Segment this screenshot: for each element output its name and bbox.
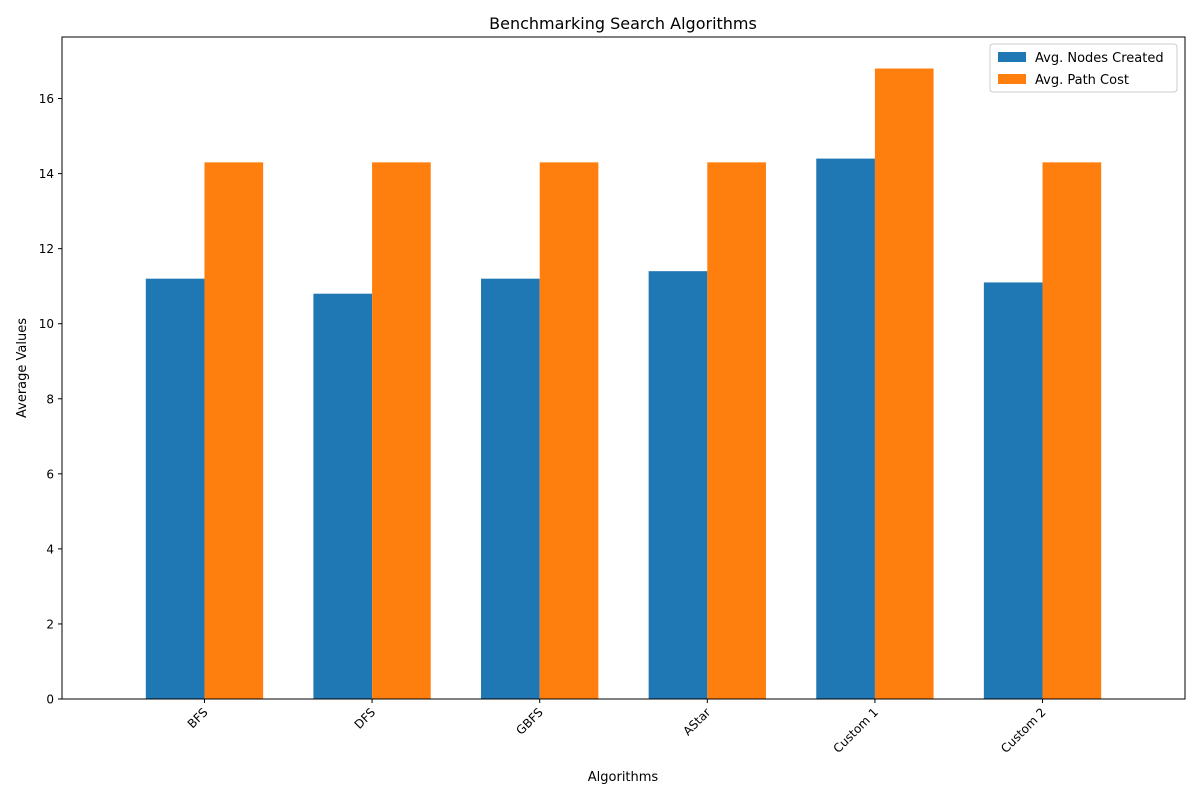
legend-label: Avg. Path Cost xyxy=(1035,73,1129,88)
legend-swatch xyxy=(998,52,1026,62)
y-axis-label: Average Values xyxy=(15,318,30,418)
x-tick-label: Custom 1 xyxy=(831,705,882,756)
y-tick-label: 14 xyxy=(39,167,54,181)
legend-swatch xyxy=(998,74,1026,84)
legend-frame xyxy=(989,43,1178,93)
bar-nodes-created-custom-1 xyxy=(816,158,875,699)
x-tick-label: DFS xyxy=(352,705,379,732)
bar-nodes-created-custom-2 xyxy=(983,282,1043,699)
bar-path-cost-bfs xyxy=(204,162,264,699)
y-tick-label: 12 xyxy=(39,242,54,256)
x-tick-label: Custom 2 xyxy=(998,705,1049,756)
bar-nodes-created-dfs xyxy=(313,293,373,699)
plot-frame xyxy=(61,36,1186,700)
y-tick-label: 16 xyxy=(39,92,54,106)
bar-path-cost-custom-1 xyxy=(874,68,934,700)
bar-path-cost-astar xyxy=(707,162,766,699)
bar-nodes-created-bfs xyxy=(145,278,205,699)
chart-title: Benchmarking Search Algorithms xyxy=(489,14,757,33)
bar-nodes-created-astar xyxy=(648,271,708,699)
y-tick-label: 4 xyxy=(46,542,54,556)
x-tick-label: BFS xyxy=(185,705,211,731)
y-tick-label: 8 xyxy=(46,392,54,406)
bar-path-cost-custom-2 xyxy=(1042,162,1102,699)
bar-path-cost-dfs xyxy=(372,162,431,699)
y-tick-label: 0 xyxy=(46,693,54,707)
legend: Avg. Nodes Created Avg. Path Cost xyxy=(989,43,1178,93)
bar-path-cost-gbfs xyxy=(539,162,599,699)
x-axis-label: Algorithms xyxy=(588,770,659,785)
y-tick-label: 10 xyxy=(39,317,54,331)
y-tick-label: 6 xyxy=(46,467,54,481)
x-tick-label: AStar xyxy=(680,705,713,738)
legend-label: Avg. Nodes Created xyxy=(1035,51,1164,66)
y-tick-label: 2 xyxy=(46,617,54,631)
bar-nodes-created-gbfs xyxy=(481,278,540,699)
x-tick-label: GBFS xyxy=(513,705,545,737)
